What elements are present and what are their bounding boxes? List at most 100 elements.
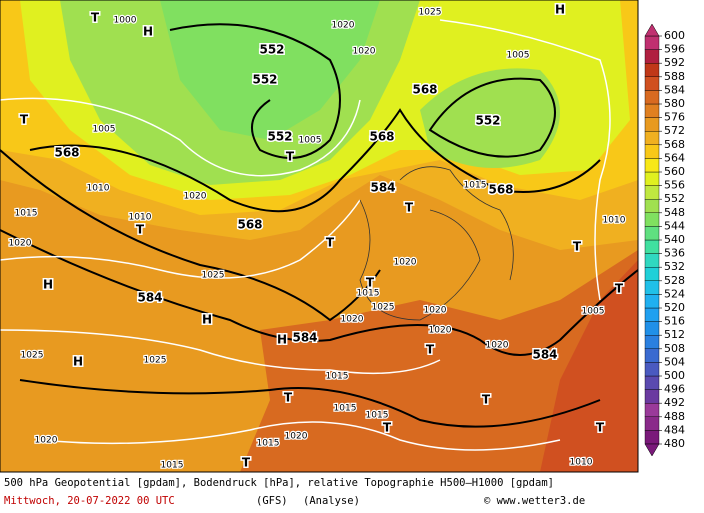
map-label: 1005: [582, 307, 605, 317]
map-label: 552: [259, 43, 284, 57]
isobar: [0, 97, 361, 177]
colorbar-label: 592: [664, 56, 685, 69]
colorbar-segment: [644, 144, 660, 159]
colorbar-label: 584: [664, 83, 685, 96]
map-area: [0, 0, 638, 472]
colorbar-segment: [644, 171, 660, 186]
colorbar-label: 556: [664, 179, 685, 192]
colorbar-segment: [644, 185, 660, 200]
map-label: 568: [488, 183, 513, 197]
map-label: 1025: [21, 351, 44, 361]
map-label: T: [91, 11, 100, 25]
colorbar-label: 580: [664, 97, 685, 110]
colorbar-label: 576: [664, 111, 685, 124]
map-label: T: [596, 421, 605, 435]
isobar: [439, 19, 611, 301]
map-label: 1020: [285, 432, 308, 442]
colorbar-label: 596: [664, 43, 685, 56]
colorbar-segment: [644, 198, 660, 213]
map-label: 1015: [334, 404, 357, 414]
footer-credit: © www.wetter3.de: [484, 495, 585, 507]
colorbar-segment: [644, 239, 660, 254]
map-label: 1020: [353, 47, 376, 57]
map-label: 552: [267, 130, 292, 144]
colorbar-label: 516: [664, 315, 685, 328]
colorbar: 4804844884924965005045085125165205245285…: [644, 23, 685, 457]
colorbar-segment: [644, 90, 660, 105]
colorbar-segment: [644, 280, 660, 295]
colorbar-label: 552: [664, 192, 685, 205]
map-label: 1015: [357, 289, 380, 299]
map-label: 1020: [394, 258, 417, 268]
map-label: 1025: [419, 8, 442, 18]
field-584: [540, 260, 638, 472]
map-label: 1020: [429, 326, 452, 336]
colorbar-label: 600: [664, 29, 685, 42]
map-label: 1005: [507, 51, 530, 61]
colorbar-label: 536: [664, 247, 685, 260]
colorbar-segment: [644, 375, 660, 390]
colorbar-label: 504: [664, 355, 685, 368]
colorbar-segment: [644, 307, 660, 322]
footer-mode: (Analyse): [303, 495, 360, 507]
contour-line: [19, 379, 601, 428]
map-label: H: [73, 355, 83, 369]
map-label: 1025: [202, 271, 225, 281]
map-frame: [0, 0, 639, 473]
colorbar-label: 560: [664, 165, 685, 178]
map-label: 1020: [486, 341, 509, 351]
map-label: 568: [369, 130, 394, 144]
colorbar-segment: [644, 212, 660, 227]
map-label: T: [615, 282, 624, 296]
footer-model: (GFS): [256, 495, 288, 507]
map-label: H: [202, 313, 212, 327]
contour-line: [0, 229, 638, 356]
isobar: [39, 421, 561, 451]
colorbar-segment: [644, 294, 660, 309]
map-label: 1020: [341, 315, 364, 325]
colorbar-label: 564: [664, 151, 685, 164]
footer-description: 500 hPa Geopotential [gpdam], Bodendruck…: [4, 477, 554, 489]
map-label: 1010: [603, 216, 626, 226]
map-label: 1020: [424, 306, 447, 316]
map-label: 1010: [87, 184, 110, 194]
colorbar-label: 568: [664, 138, 685, 151]
contour-line: [428, 77, 556, 158]
colorbar-segment: [644, 63, 660, 78]
colorbar-label: 528: [664, 274, 685, 287]
colorbar-label: 524: [664, 287, 685, 300]
colorbar-label: 548: [664, 206, 685, 219]
colorbar-label: 500: [664, 369, 685, 382]
colorbar-segment: [644, 35, 660, 50]
map-label: T: [20, 113, 29, 127]
map-labels: 1000 1020 1025 H 552 552 568 552 552 568 568 568 100…: [7, 1, 627, 472]
colorbar-segment: [644, 158, 660, 173]
map-label: T: [284, 391, 293, 405]
map-label: T: [482, 393, 491, 407]
colorbar-segment: [644, 389, 660, 404]
map-label: 1015: [464, 181, 487, 191]
colorbar-label: 512: [664, 328, 685, 341]
map-label: 552: [475, 114, 500, 128]
map-label: H: [143, 25, 153, 39]
map-label: 1020: [9, 239, 32, 249]
colorbar-segment: [644, 49, 660, 64]
map-label: 584: [137, 291, 162, 305]
coastline: [359, 199, 481, 321]
map-label: 1020: [332, 21, 355, 31]
colorbar-segment: [644, 226, 660, 241]
colorbar-segment: [644, 267, 660, 282]
colorbar-segment: [644, 403, 660, 418]
map-label: T: [405, 201, 414, 215]
map-label: 1020: [184, 192, 207, 202]
map-label: 568: [237, 218, 262, 232]
colorbar-label: 544: [664, 219, 685, 232]
colorbar-label: 484: [664, 423, 685, 436]
colorbar-label: 540: [664, 233, 685, 246]
colorbar-label: 572: [664, 124, 685, 137]
footer-date: Mittwoch, 20-07-2022 00 UTC: [4, 495, 175, 507]
map-label: 1005: [299, 136, 322, 146]
map-label: 1020: [35, 436, 58, 446]
